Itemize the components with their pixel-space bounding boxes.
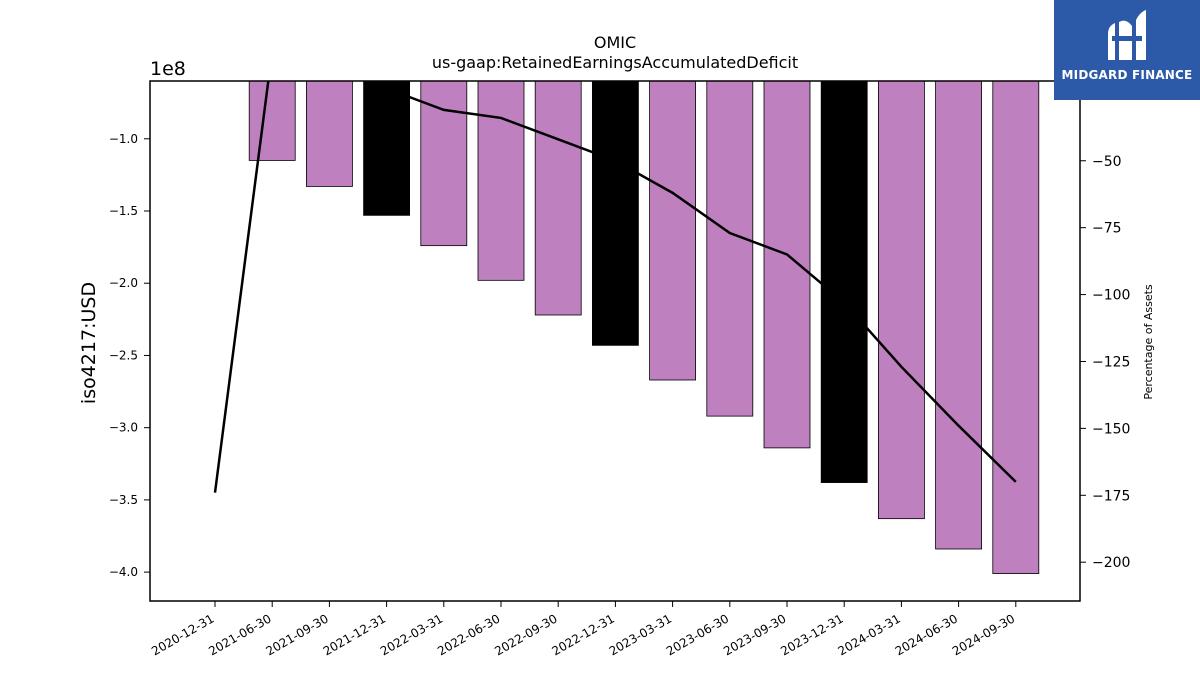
bar <box>649 80 696 381</box>
bar <box>363 80 411 216</box>
x-tick-label: 2021-12-31 <box>321 611 388 658</box>
y2-tick-label: −100 <box>1092 288 1130 304</box>
bar <box>305 80 353 187</box>
line-path <box>213 81 1017 493</box>
bar-series <box>248 80 1040 574</box>
x-tick-label: 2021-06-30 <box>206 611 273 658</box>
y-tick-label: −3.5 <box>109 493 138 507</box>
bar <box>592 80 639 346</box>
x-tick-label: 2023-03-31 <box>607 611 674 658</box>
y2-axis-label: Percentage of Assets <box>1142 284 1155 400</box>
y-tick-label: −3.0 <box>109 421 138 435</box>
y2-tick-label: −175 <box>1092 488 1130 504</box>
y-tick-label: −1.5 <box>109 204 138 218</box>
y2-tick-label: −200 <box>1092 555 1130 571</box>
x-tick-label: 2020-12-31 <box>149 611 216 658</box>
y-tick-label: −1.0 <box>109 132 138 146</box>
bar <box>706 80 754 417</box>
x-tick-label: 2021-09-30 <box>263 611 330 658</box>
y2-tick-label: −50 <box>1092 154 1122 170</box>
bar <box>763 80 811 449</box>
y-offset-label: 1e8 <box>150 58 186 80</box>
bar <box>820 80 868 483</box>
bar <box>935 80 982 550</box>
y2-tick-label: −125 <box>1092 354 1130 370</box>
x-tick-label: 2022-09-30 <box>492 611 559 658</box>
bar <box>992 80 1040 574</box>
y-tick-label: −2.5 <box>109 348 138 362</box>
logo-text: MIDGARD FINANCE <box>1061 68 1193 82</box>
y-axis-label: iso4217:USD <box>78 282 100 404</box>
y-tick-label: −2.0 <box>109 276 138 290</box>
x-tick-label: 2022-03-31 <box>378 611 445 658</box>
logo-badge: MIDGARD FINANCE <box>1054 0 1200 100</box>
y2-tick-label: −75 <box>1092 221 1122 237</box>
bar <box>248 80 296 161</box>
y2-tick-label: −150 <box>1092 421 1130 437</box>
x-tick-label: 2022-12-31 <box>549 611 616 658</box>
midgard-logo-icon <box>1108 10 1146 60</box>
x-tick-label: 2023-12-31 <box>778 611 845 658</box>
x-tick-label: 2023-06-30 <box>664 611 731 658</box>
bar <box>878 80 925 520</box>
x-tick-label: 2023-09-30 <box>721 611 788 658</box>
x-tick-label: 2024-03-31 <box>835 611 902 658</box>
chart-subtitle: us-gaap:RetainedEarningsAccumulatedDefic… <box>432 53 798 72</box>
bar <box>420 80 468 247</box>
chart-title: OMIC <box>594 33 636 52</box>
bar <box>477 80 525 281</box>
bar <box>534 80 582 316</box>
x-tick-label: 2022-06-30 <box>435 611 502 658</box>
plot-frame <box>149 80 1081 602</box>
x-tick-label: 2024-09-30 <box>950 611 1017 658</box>
y-tick-label: −4.0 <box>109 565 138 579</box>
line-series <box>213 81 1017 493</box>
x-tick-label: 2024-06-30 <box>893 611 960 658</box>
